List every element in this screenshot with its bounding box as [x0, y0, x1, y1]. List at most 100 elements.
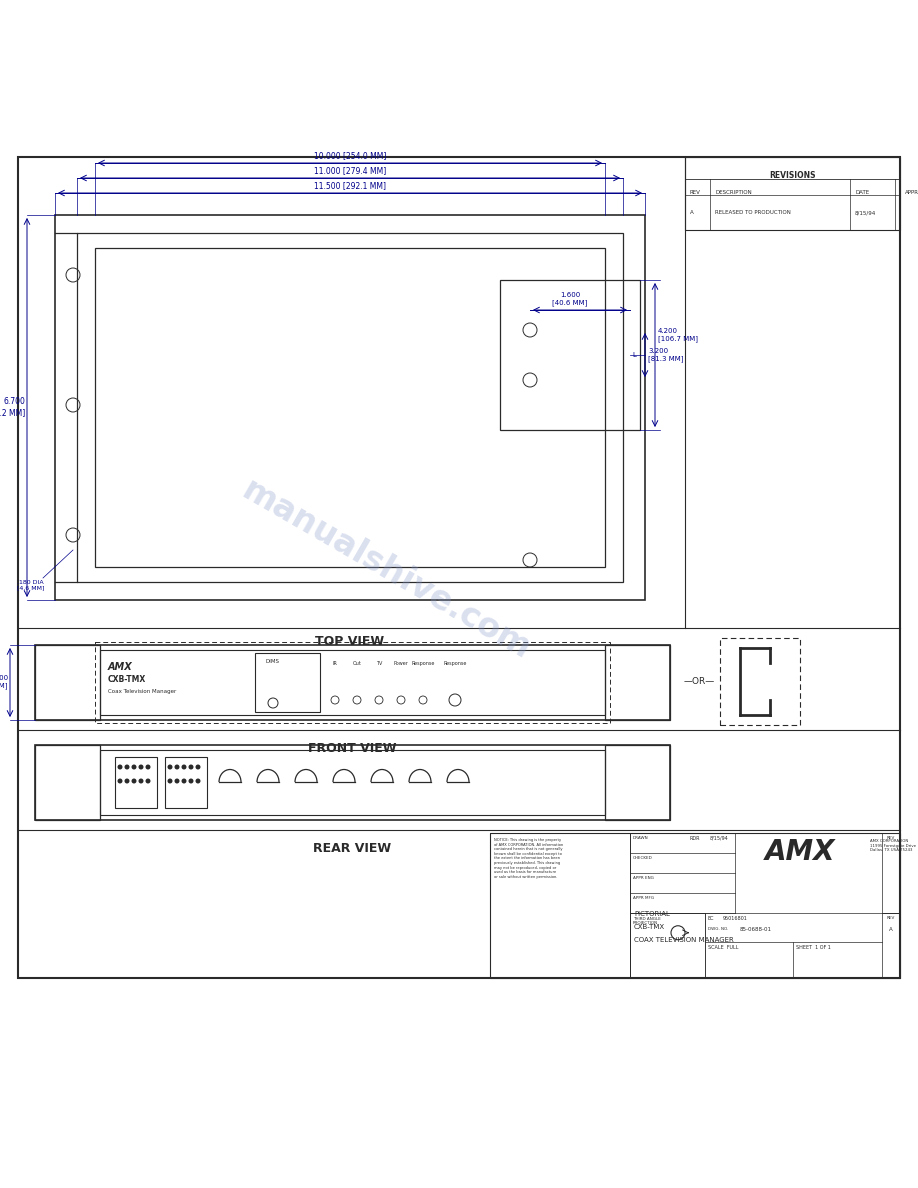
Bar	[95, 248, 605, 567]
Circle shape	[196, 778, 200, 784]
Circle shape	[188, 778, 194, 784]
Text: Response: Response	[443, 661, 466, 666]
Bar	[77, 233, 623, 582]
Circle shape	[174, 765, 180, 770]
Text: DATE: DATE	[855, 190, 869, 195]
Text: APPR ENG: APPR ENG	[633, 876, 654, 880]
Text: 1.500
[38.1 MM]: 1.500 [38.1 MM]	[0, 675, 8, 689]
Bar	[685, 157, 900, 230]
Bar	[630, 833, 900, 978]
Text: REV: REV	[887, 916, 895, 920]
Circle shape	[118, 778, 122, 784]
Bar	[35, 745, 100, 820]
Text: DWG. NO.: DWG. NO.	[708, 927, 728, 930]
Text: DRAWN: DRAWN	[633, 836, 649, 840]
Text: APPR MFG: APPR MFG	[633, 896, 655, 899]
Text: PICTORIAL: PICTORIAL	[634, 911, 670, 917]
Circle shape	[125, 778, 129, 784]
Text: AMX CORPORATION
11995 Forestgate Drive
Dallas, TX USA 75243: AMX CORPORATION 11995 Forestgate Drive D…	[870, 839, 916, 852]
Bar	[500, 280, 640, 430]
Text: AMX: AMX	[765, 838, 835, 866]
Text: .180 DIA
[4.6 MM]: .180 DIA [4.6 MM]	[17, 580, 44, 590]
Text: 95016801: 95016801	[723, 916, 748, 921]
Bar	[18, 157, 900, 978]
Circle shape	[174, 778, 180, 784]
Bar	[255, 653, 320, 712]
Text: SCALE  FULL: SCALE FULL	[708, 946, 738, 950]
Text: REAR VIEW: REAR VIEW	[313, 842, 391, 855]
Text: manualshive.com: manualshive.com	[235, 474, 536, 666]
Text: 3.200
[81.3 MM]: 3.200 [81.3 MM]	[648, 348, 684, 362]
Bar	[35, 645, 670, 720]
Text: THIRD ANGLE
PROJECTION: THIRD ANGLE PROJECTION	[633, 917, 661, 925]
Circle shape	[125, 765, 129, 770]
Text: A: A	[890, 927, 893, 931]
Circle shape	[145, 778, 151, 784]
Bar	[35, 645, 100, 720]
Text: TOP VIEW: TOP VIEW	[316, 636, 385, 647]
Bar	[35, 745, 670, 820]
Text: 8/15/94: 8/15/94	[855, 210, 877, 215]
Text: EC: EC	[708, 916, 714, 921]
Text: TV: TV	[375, 661, 382, 666]
Bar	[605, 745, 670, 820]
Circle shape	[131, 765, 137, 770]
Text: CHECKED: CHECKED	[633, 855, 653, 860]
Circle shape	[182, 778, 186, 784]
Text: COAX TELEVISION MANAGER: COAX TELEVISION MANAGER	[634, 937, 733, 943]
Text: RELEASED TO PRODUCTION: RELEASED TO PRODUCTION	[715, 210, 791, 215]
Text: RDR: RDR	[690, 836, 700, 841]
Bar	[882, 912, 900, 978]
Text: DIMS: DIMS	[266, 659, 280, 664]
Bar	[720, 638, 800, 725]
Text: REV: REV	[887, 836, 895, 840]
Text: IR: IR	[332, 661, 338, 666]
Text: REV: REV	[690, 190, 700, 195]
Text: Power: Power	[394, 661, 409, 666]
Text: REVISIONS: REVISIONS	[768, 171, 815, 179]
Text: AMX: AMX	[108, 662, 133, 672]
Text: 6.700
[170.2 MM]: 6.700 [170.2 MM]	[0, 397, 25, 417]
Bar	[55, 215, 645, 600]
Text: —OR—: —OR—	[684, 676, 715, 685]
Circle shape	[139, 778, 143, 784]
Circle shape	[145, 765, 151, 770]
Text: Coax Television Manager: Coax Television Manager	[108, 689, 176, 694]
Bar	[115, 757, 157, 808]
Bar	[95, 642, 610, 723]
Text: FRONT VIEW: FRONT VIEW	[308, 742, 397, 756]
Bar	[630, 912, 705, 978]
Text: 11.500 [292.1 MM]: 11.500 [292.1 MM]	[314, 181, 386, 190]
Bar	[100, 650, 605, 715]
Circle shape	[196, 765, 200, 770]
Bar	[100, 750, 605, 815]
Text: Out: Out	[353, 661, 362, 666]
Circle shape	[167, 765, 173, 770]
Bar	[605, 645, 670, 720]
Circle shape	[182, 765, 186, 770]
Circle shape	[131, 778, 137, 784]
Bar	[165, 757, 207, 808]
Text: SHEET  1 OF 1: SHEET 1 OF 1	[796, 946, 831, 950]
Text: A: A	[690, 210, 694, 215]
Text: Response: Response	[411, 661, 435, 666]
Text: APPROVED: APPROVED	[905, 190, 918, 195]
Text: 10.000 [254.0 MM]: 10.000 [254.0 MM]	[314, 151, 386, 160]
Bar	[882, 833, 900, 912]
Bar	[490, 833, 900, 978]
Circle shape	[167, 778, 173, 784]
Text: 4.200
[106.7 MM]: 4.200 [106.7 MM]	[658, 328, 698, 342]
Circle shape	[188, 765, 194, 770]
Text: L: L	[632, 352, 636, 358]
Text: CXB-TMX: CXB-TMX	[108, 676, 146, 684]
Text: DESCRIPTION: DESCRIPTION	[715, 190, 752, 195]
Text: 8/15/94: 8/15/94	[710, 836, 729, 841]
Text: CXB-TMX: CXB-TMX	[634, 924, 666, 930]
Circle shape	[139, 765, 143, 770]
Circle shape	[118, 765, 122, 770]
Text: 1.600
[40.6 MM]: 1.600 [40.6 MM]	[553, 292, 588, 307]
Text: NOTICE: This drawing is the property
of AMX CORPORATION. All information
contain: NOTICE: This drawing is the property of …	[494, 838, 563, 879]
Text: 85-0688-01: 85-0688-01	[740, 927, 772, 931]
Bar	[490, 833, 630, 978]
Text: 11.000 [279.4 MM]: 11.000 [279.4 MM]	[314, 166, 386, 175]
